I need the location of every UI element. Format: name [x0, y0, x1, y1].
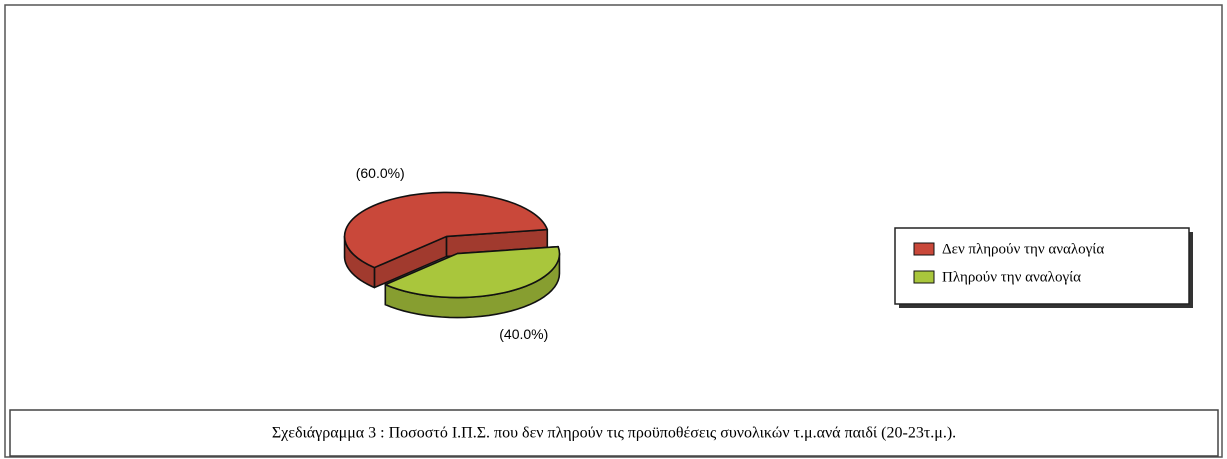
- legend-label: Πληρούν την αναλογία: [942, 269, 1081, 285]
- caption: Σχεδιάγραμμα 3 : Ποσοστό Ι.Π.Σ. που δεν …: [272, 425, 956, 442]
- legend-swatch: [913, 270, 935, 284]
- slice: [343, 191, 549, 269]
- legend-swatch: [913, 242, 935, 256]
- value-label: (40.0%): [499, 326, 548, 342]
- legend-label: Δεν πληρούν την αναλογία: [942, 241, 1104, 257]
- caption-box: [9, 409, 1219, 457]
- slice: [384, 245, 561, 299]
- value-label: (60.0%): [356, 165, 405, 181]
- legend-box: [894, 227, 1190, 305]
